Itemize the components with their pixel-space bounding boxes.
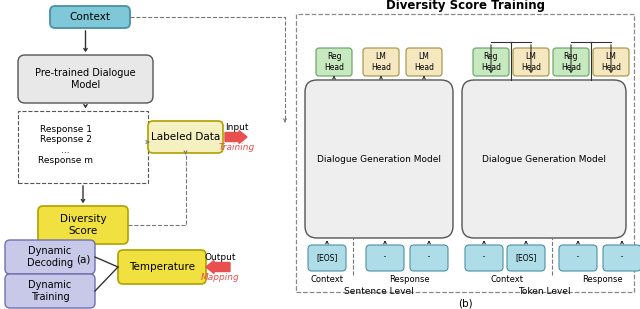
Text: (a): (a) [76,255,90,265]
FancyBboxPatch shape [410,245,448,271]
Text: LM
Head: LM Head [521,52,541,72]
Text: Training: Training [219,142,255,151]
Text: Dynamic
Training: Dynamic Training [28,280,72,302]
FancyBboxPatch shape [507,245,545,271]
FancyBboxPatch shape [465,245,503,271]
FancyBboxPatch shape [5,274,95,308]
Text: Context: Context [310,274,344,283]
FancyBboxPatch shape [363,48,399,76]
FancyBboxPatch shape [593,48,629,76]
Text: Reg
Head: Reg Head [561,52,581,72]
FancyBboxPatch shape [50,6,130,28]
Text: Dynamic
Decoding: Dynamic Decoding [27,246,73,268]
Text: Context: Context [490,274,524,283]
Text: Sentence Level: Sentence Level [344,286,414,295]
FancyBboxPatch shape [316,48,352,76]
FancyBboxPatch shape [308,245,346,271]
FancyArrow shape [225,130,247,143]
FancyBboxPatch shape [118,250,206,284]
Text: ·: · [383,252,387,265]
FancyBboxPatch shape [5,240,95,274]
Text: LM
Head: LM Head [371,52,391,72]
Text: [EOS]: [EOS] [515,253,537,263]
Bar [18,111,148,183]
Text: Response: Response [582,274,622,283]
Text: ·: · [482,252,486,265]
Text: Reg
Head: Reg Head [481,52,501,72]
Text: ·: · [576,252,580,265]
FancyBboxPatch shape [473,48,509,76]
FancyBboxPatch shape [305,80,453,238]
Text: Pre-trained Dialogue
Model: Pre-trained Dialogue Model [35,68,136,90]
Text: LM
Head: LM Head [601,52,621,72]
FancyBboxPatch shape [553,48,589,76]
Text: Dialogue Generation Model: Dialogue Generation Model [317,154,441,163]
Text: Temperature: Temperature [129,262,195,272]
Text: Token Level: Token Level [518,286,570,295]
Text: Response: Response [388,274,429,283]
Text: LM
Head: LM Head [414,52,434,72]
Text: [EOS]: [EOS] [316,253,338,263]
Text: Diversity Score Training: Diversity Score Training [385,0,545,12]
Text: ·: · [427,252,431,265]
FancyArrow shape [206,260,230,273]
FancyBboxPatch shape [603,245,640,271]
Text: Diversity
Score: Diversity Score [60,214,106,236]
Text: Output: Output [204,252,236,261]
FancyBboxPatch shape [366,245,404,271]
Text: Context: Context [70,12,111,22]
FancyBboxPatch shape [462,80,626,238]
Text: ·: · [620,252,624,265]
Text: Response 1
Response 2
...
Response m: Response 1 Response 2 ... Response m [38,125,93,165]
FancyBboxPatch shape [18,55,153,103]
Text: Labeled Data: Labeled Data [151,132,220,142]
FancyBboxPatch shape [38,206,128,244]
FancyBboxPatch shape [406,48,442,76]
Bar [296,14,634,292]
Text: Mapping: Mapping [200,273,239,281]
Text: Dialogue Generation Model: Dialogue Generation Model [482,154,606,163]
FancyBboxPatch shape [513,48,549,76]
Text: (b): (b) [458,298,472,308]
Text: Input: Input [225,122,249,132]
Text: Reg
Head: Reg Head [324,52,344,72]
FancyBboxPatch shape [559,245,597,271]
FancyBboxPatch shape [148,121,223,153]
